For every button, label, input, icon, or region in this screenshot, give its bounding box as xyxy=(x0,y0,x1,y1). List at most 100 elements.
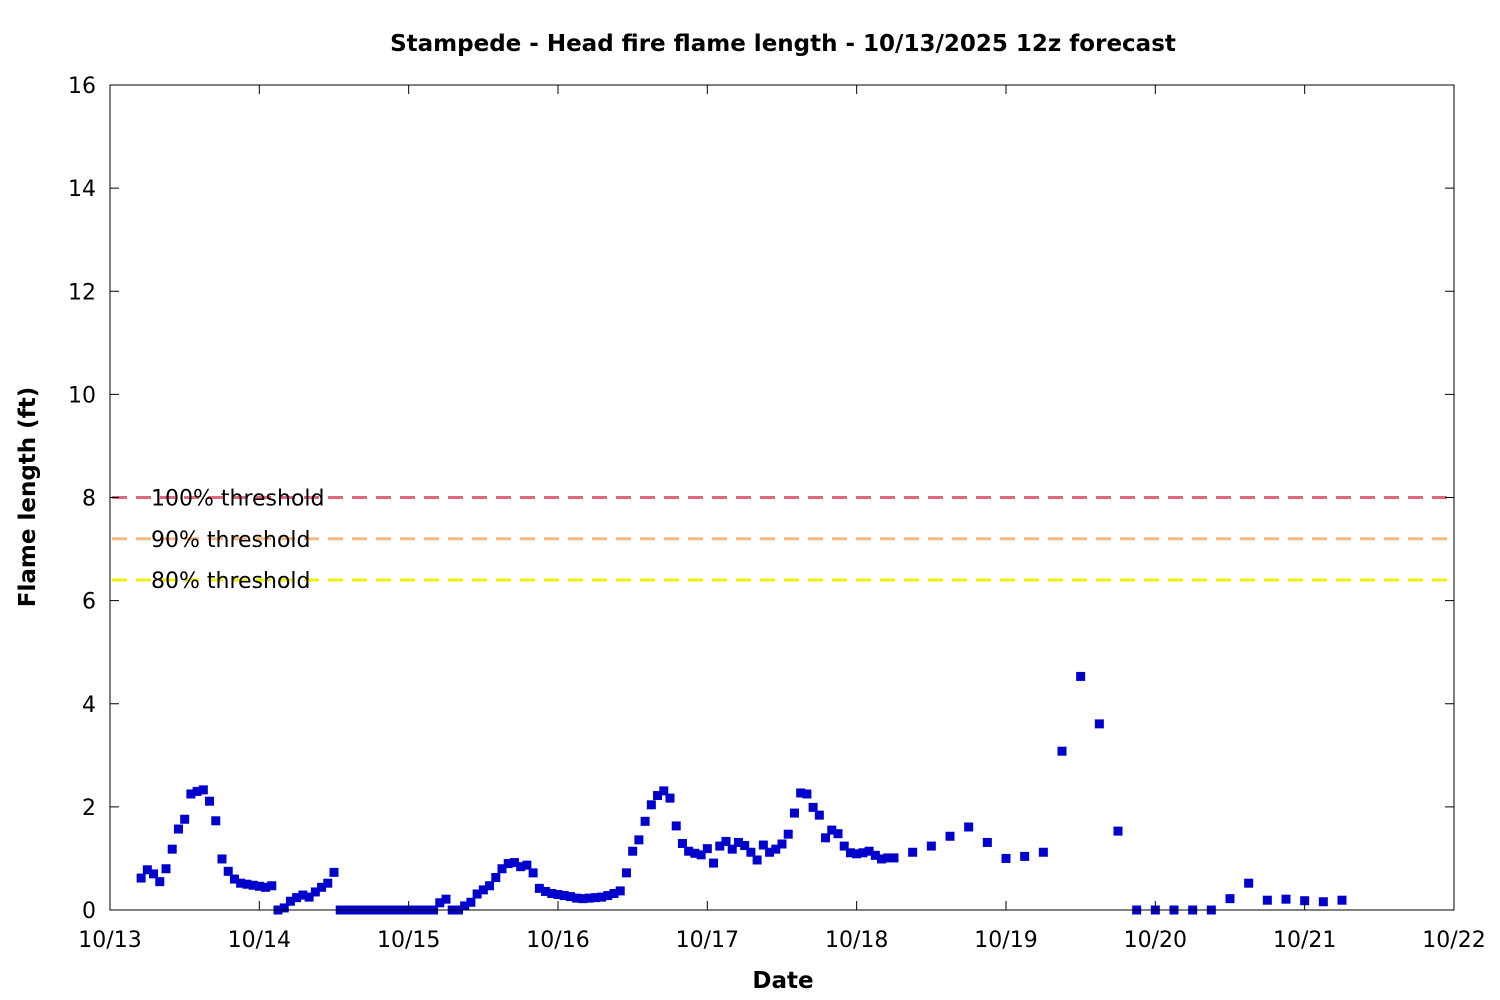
data-point xyxy=(211,816,221,826)
threshold-label: 80% threshold xyxy=(151,569,311,594)
data-point xyxy=(547,889,557,898)
threshold-label: 100% threshold xyxy=(151,487,325,512)
data-point xyxy=(292,893,302,903)
data-point xyxy=(628,846,638,856)
data-point xyxy=(534,883,544,893)
data-point xyxy=(485,881,495,891)
data-point xyxy=(1020,851,1030,861)
x-tick-labels: 10/13 10/14 10/15 10/16 10/17 10/18 10/19 10/20… xyxy=(78,928,1485,953)
x-tick-label: 10/15 xyxy=(377,928,440,953)
data-point xyxy=(839,841,849,851)
data-point xyxy=(597,892,607,902)
data-point xyxy=(845,848,855,858)
data-point xyxy=(248,880,258,890)
data-point xyxy=(142,865,152,875)
data-point xyxy=(497,864,507,874)
data-point xyxy=(1262,895,1272,905)
data-point xyxy=(771,844,781,854)
data-point xyxy=(1094,719,1104,729)
axis-ticks xyxy=(109,84,1455,911)
y-tick-label: 12 xyxy=(68,280,96,305)
data-point xyxy=(136,873,146,883)
data-point xyxy=(684,846,694,856)
data-point xyxy=(640,816,650,826)
data-point xyxy=(329,867,339,877)
data-point xyxy=(615,886,625,896)
y-tick-label: 6 xyxy=(82,590,96,615)
data-point xyxy=(709,858,719,868)
data-point xyxy=(746,847,756,857)
y-tick-labels: 0 2 4 6 8 10 12 14 16 xyxy=(68,74,96,924)
data-point xyxy=(491,873,501,883)
data-point xyxy=(1244,878,1254,888)
data-point xyxy=(578,894,588,904)
data-point xyxy=(808,802,818,812)
data-point xyxy=(802,789,812,799)
data-point xyxy=(310,887,320,897)
data-point xyxy=(460,901,470,911)
data-point xyxy=(1113,826,1123,836)
data-point xyxy=(659,786,669,796)
data-point xyxy=(304,892,314,902)
data-point xyxy=(1281,894,1291,904)
data-point xyxy=(267,881,277,891)
data-point xyxy=(198,785,208,795)
data-point xyxy=(603,891,613,901)
data-point xyxy=(1300,896,1310,906)
data-point xyxy=(584,893,594,903)
data-point xyxy=(590,893,600,903)
data-point xyxy=(180,814,190,824)
y-tick-label: 16 xyxy=(68,74,96,99)
chart-title: Stampede - Head fire flame length - 10/1… xyxy=(390,31,1176,57)
data-point xyxy=(1038,847,1048,857)
data-point xyxy=(205,796,215,806)
data-point xyxy=(733,837,743,847)
data-point xyxy=(833,829,843,839)
data-point xyxy=(1001,853,1011,863)
data-point xyxy=(186,789,196,799)
data-point xyxy=(242,879,252,889)
x-tick-label: 10/16 xyxy=(526,928,589,953)
data-point xyxy=(155,877,165,887)
data-point xyxy=(858,848,868,858)
data-point xyxy=(634,835,644,845)
y-tick-label: 8 xyxy=(82,487,96,512)
data-point xyxy=(509,858,519,868)
x-axis-label: Date xyxy=(752,968,813,994)
data-point xyxy=(696,850,706,860)
data-point xyxy=(323,878,333,888)
data-point xyxy=(149,869,159,879)
data-point xyxy=(609,889,619,898)
data-point xyxy=(796,788,806,798)
data-point xyxy=(1337,895,1347,905)
data-point xyxy=(173,824,183,834)
data-point xyxy=(653,791,663,801)
data-point xyxy=(964,822,974,832)
data-point xyxy=(677,838,687,848)
y-tick-label: 4 xyxy=(82,693,96,718)
x-tick-label: 10/18 xyxy=(825,928,888,953)
data-point xyxy=(777,839,787,849)
data-point xyxy=(223,866,233,876)
data-point xyxy=(758,840,768,850)
data-point xyxy=(665,793,675,803)
data-point xyxy=(740,841,750,851)
data-point xyxy=(559,891,569,901)
data-point xyxy=(752,855,762,865)
data-point xyxy=(715,841,725,851)
data-point xyxy=(765,847,775,857)
data-point xyxy=(908,847,918,857)
data-point xyxy=(789,808,799,818)
data-point xyxy=(298,890,308,900)
data-point xyxy=(727,844,737,854)
data-point xyxy=(435,898,445,908)
y-axis-label: Flame length (ft) xyxy=(15,387,41,607)
data-point xyxy=(317,882,327,892)
x-tick-label: 10/20 xyxy=(1124,928,1187,953)
data-point xyxy=(553,890,563,900)
y-tick-label: 14 xyxy=(68,177,96,202)
data-point xyxy=(814,810,824,820)
data-point xyxy=(279,903,289,913)
data-point xyxy=(161,864,171,874)
